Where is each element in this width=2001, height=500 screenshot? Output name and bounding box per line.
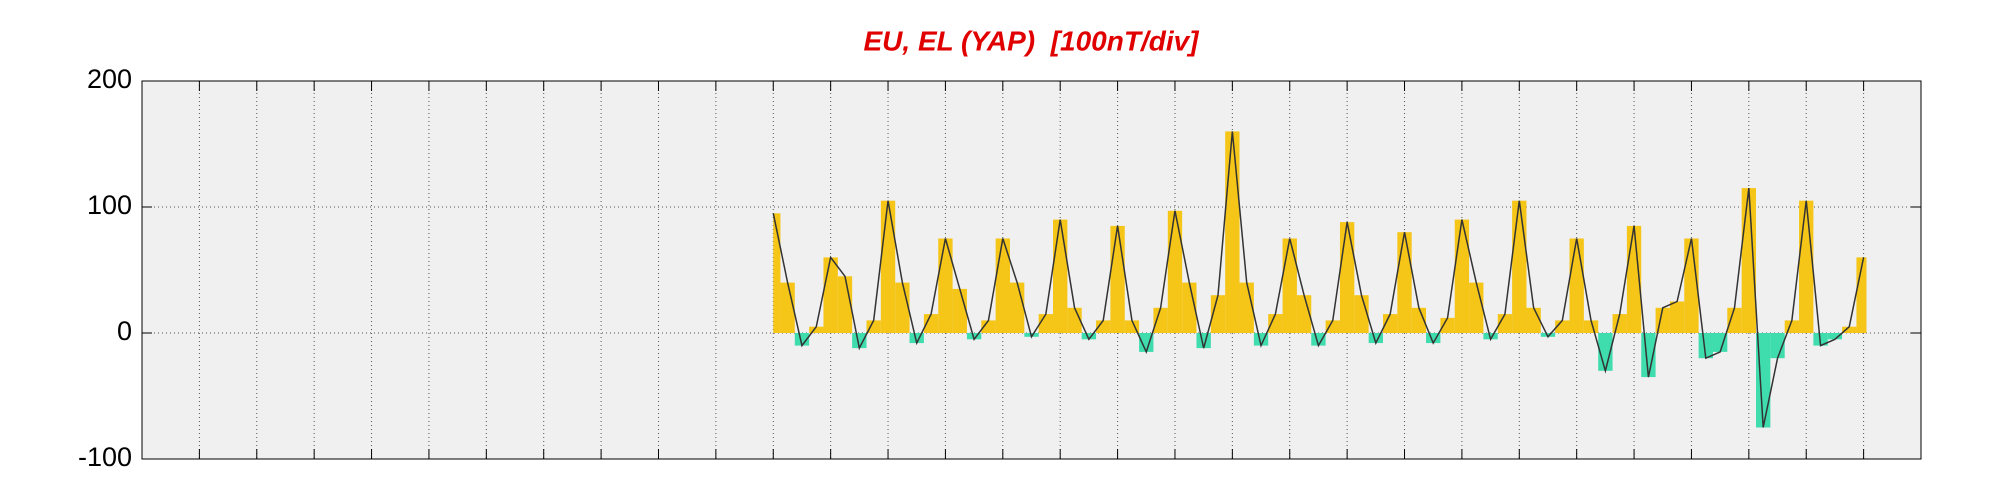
bar (1368, 333, 1383, 344)
bar (1282, 238, 1297, 333)
bar (1712, 333, 1728, 352)
bar (1081, 333, 1097, 340)
bar (1698, 333, 1713, 359)
bar (1225, 131, 1240, 333)
bar (1483, 333, 1498, 340)
y-tick-label: 100 (87, 190, 132, 220)
bar (809, 326, 824, 333)
bar (1497, 314, 1513, 333)
bar (1426, 333, 1441, 344)
bar (794, 333, 810, 346)
bar (773, 213, 781, 333)
bar (1397, 232, 1412, 333)
y-tick-label: -100 (78, 442, 132, 472)
bar (1325, 320, 1340, 333)
plot-frame (141, 80, 1922, 460)
bar (1469, 282, 1484, 333)
data-line (772, 131, 1865, 428)
bar (1669, 301, 1685, 333)
bar (866, 320, 881, 333)
bar (1110, 225, 1125, 333)
bar (966, 333, 982, 340)
y-tick-label: 200 (87, 64, 132, 94)
bar (923, 314, 939, 333)
bar (909, 333, 924, 344)
bar (1210, 295, 1226, 333)
bar (1569, 238, 1584, 333)
plot-area (142, 81, 1921, 459)
bar (1382, 314, 1398, 333)
bar (1038, 314, 1054, 333)
bar (1053, 219, 1068, 333)
bar (1339, 222, 1355, 333)
bar (1842, 326, 1857, 333)
bar (1296, 295, 1312, 333)
bar (1096, 320, 1111, 333)
chart-title: EU, EL (YAP) [100nT/div] (863, 25, 1200, 56)
bar (1626, 225, 1642, 333)
bar (1512, 200, 1527, 333)
bar (1153, 307, 1168, 333)
bar (1598, 333, 1613, 371)
bar (1139, 333, 1154, 352)
bar (1799, 200, 1814, 333)
bar (1440, 317, 1455, 333)
bar (938, 238, 953, 333)
bar (1856, 257, 1867, 333)
bar (1311, 333, 1326, 346)
bar (1009, 282, 1025, 333)
bar (852, 333, 867, 349)
bar (823, 257, 838, 333)
y-tick-label: 0 (117, 316, 132, 346)
bar (1583, 320, 1599, 333)
bar (1182, 282, 1197, 333)
bar (1526, 307, 1541, 333)
bar (1454, 219, 1470, 333)
bar (981, 320, 996, 333)
bar (1411, 307, 1427, 333)
bar (952, 288, 967, 333)
bar (1727, 307, 1742, 333)
bar (1827, 333, 1843, 340)
bar (1770, 333, 1785, 359)
bar (1167, 210, 1183, 333)
bar (895, 282, 910, 333)
bar (1540, 333, 1556, 337)
bar (880, 200, 896, 333)
bar (1268, 314, 1283, 333)
